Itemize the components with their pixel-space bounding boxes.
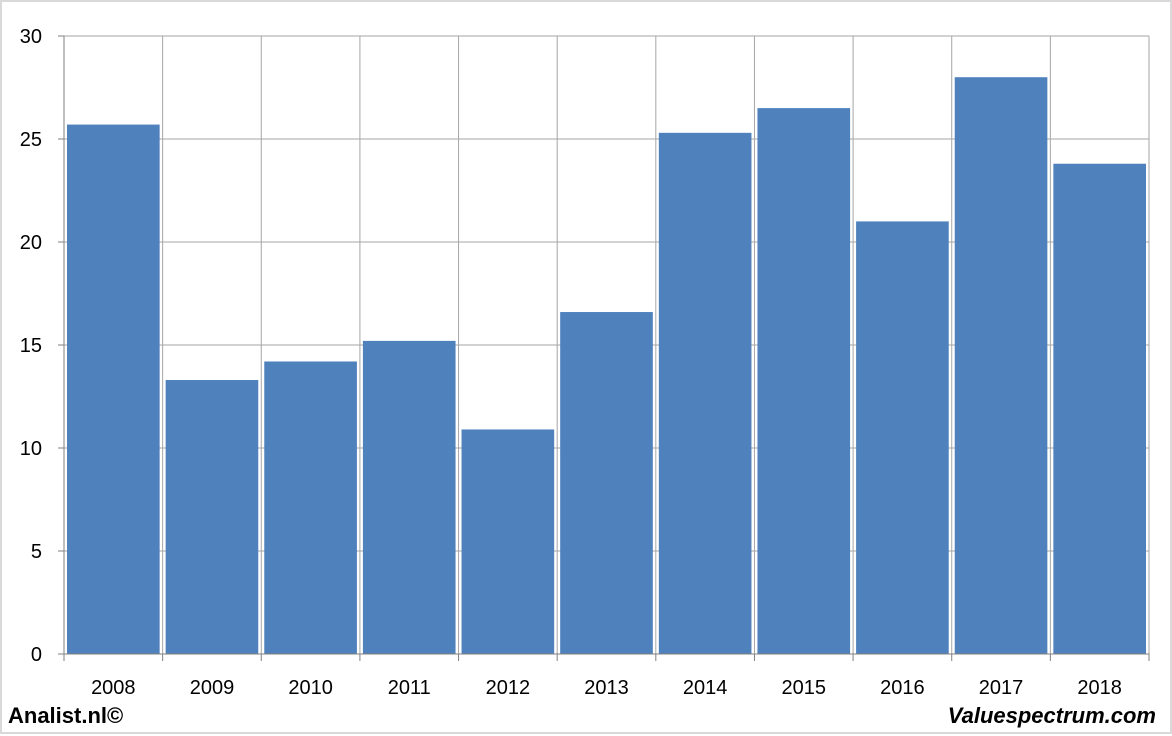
x-tick-labels: 2008 2009 2010 2011 2012 2013 2014 2015 2016 2017… xyxy=(91,677,1122,699)
x-tick-label: 2009 xyxy=(190,677,235,699)
x-tick-label: 2015 xyxy=(782,677,827,699)
x-tick-label: 2008 xyxy=(91,677,136,699)
x-tick-label: 2013 xyxy=(584,677,629,699)
axes xyxy=(58,35,1150,661)
bar-2011 xyxy=(362,340,456,654)
bar-2010 xyxy=(264,361,357,654)
x-tick-label: 2010 xyxy=(288,677,333,699)
y-tick-label: 30 xyxy=(20,26,42,48)
bar-2017 xyxy=(954,77,1048,654)
bar-2012 xyxy=(461,429,555,654)
source-credit-right: Valuespectrum.com xyxy=(947,703,1156,728)
x-tick-label: 2014 xyxy=(683,677,728,699)
grid-lines xyxy=(63,35,1150,655)
x-tick-label: 2017 xyxy=(979,677,1024,699)
x-tick-label: 2012 xyxy=(486,677,531,699)
x-tick-label: 2018 xyxy=(1077,677,1122,699)
bar-2013 xyxy=(560,312,653,654)
x-tick-label: 2011 xyxy=(388,677,431,699)
y-tick-label: 20 xyxy=(20,232,42,254)
bar-2014 xyxy=(658,132,752,654)
bar-2009 xyxy=(165,380,259,654)
y-tick-label: 5 xyxy=(31,541,42,563)
bars xyxy=(67,77,1146,655)
x-tick-label: 2016 xyxy=(880,677,925,699)
bar-2015 xyxy=(757,108,851,655)
y-tick-labels: 0 5 10 15 20 25 30 xyxy=(20,26,42,666)
y-tick-label: 0 xyxy=(31,644,42,666)
bar-2018 xyxy=(1053,163,1146,654)
y-tick-label: 25 xyxy=(20,129,42,151)
y-tick-label: 10 xyxy=(20,438,42,460)
y-tick-label: 15 xyxy=(20,335,42,357)
bar-2016 xyxy=(856,221,949,654)
source-credit-left: Analist.nl© xyxy=(8,703,124,728)
bar-2008 xyxy=(67,124,160,654)
